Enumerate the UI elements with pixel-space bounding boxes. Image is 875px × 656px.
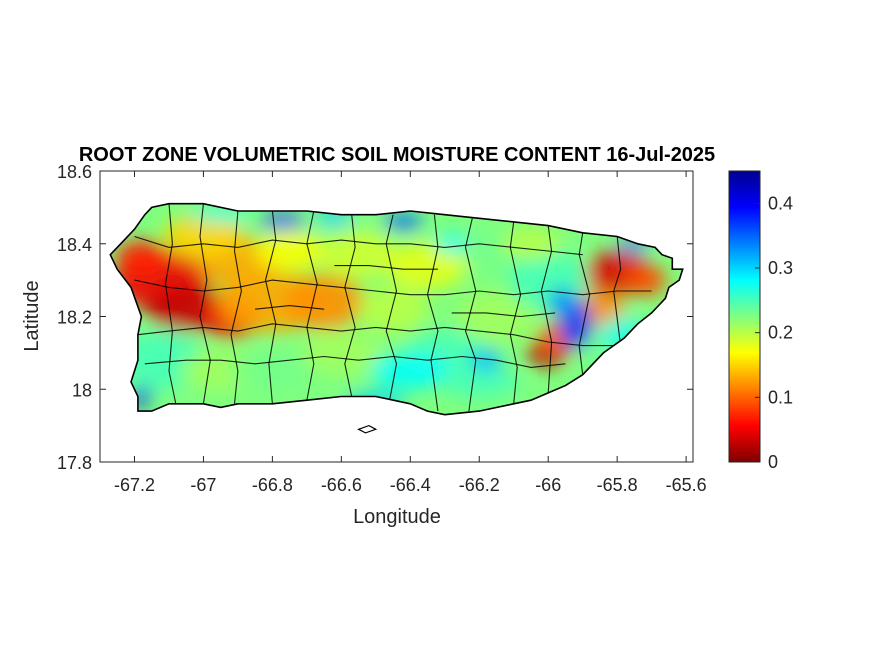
- moisture-patch: [318, 230, 399, 279]
- offshore-islet: [357, 424, 378, 434]
- chart-title: ROOT ZONE VOLUMETRIC SOIL MOISTURE CONTE…: [79, 144, 715, 166]
- x-axis-ticks: -67.2 -67 -66.8 -66.6 -66.4 -66.2 -66 -65.8 -65.…: [114, 171, 707, 495]
- moisture-patch: [370, 353, 451, 390]
- y-axis-ticks: 17.8 18 18.2 18.4 18.6: [57, 162, 693, 473]
- x-tick-label: -66: [535, 475, 561, 495]
- colorbar-tick-label: 0.1: [768, 387, 793, 407]
- y-axis-label: Latitude: [21, 280, 43, 351]
- moisture-patch: [260, 213, 305, 230]
- moisture-patch: [115, 240, 168, 277]
- moisture-heatmap: [110, 203, 683, 415]
- municipal-boundary: [164, 203, 177, 404]
- plot-area: -67.2 -67 -66.8 -66.6 -66.4 -66.2 -66 -65.8 -65.…: [57, 162, 707, 495]
- x-tick-label: -67: [190, 475, 216, 495]
- municipal-boundary: [255, 305, 325, 310]
- moisture-patch: [439, 365, 520, 398]
- y-tick-label: 18.4: [57, 235, 92, 255]
- moisture-patch: [500, 227, 561, 260]
- colorbar: 0 0.1 0.2 0.3 0.4: [728, 170, 793, 472]
- municipal-boundary: [264, 210, 277, 404]
- municipal-boundary: [509, 221, 522, 404]
- colorbar-tick-label: 0: [768, 452, 778, 472]
- municipal-boundary: [199, 203, 211, 404]
- moisture-patch: [254, 231, 325, 272]
- moisture-patch: [470, 348, 503, 373]
- y-tick-label: 18.2: [57, 308, 92, 328]
- moisture-patch: [387, 241, 468, 290]
- municipal-boundaries: [134, 203, 652, 412]
- moisture-patch: [232, 353, 313, 390]
- colorbar-tick-label: 0.2: [768, 323, 793, 343]
- municipal-boundary: [144, 355, 566, 368]
- x-tick-label: -66.8: [252, 475, 293, 495]
- colorbar-ticks: 0 0.1 0.2 0.3 0.4: [755, 193, 793, 472]
- x-tick-label: -65.6: [666, 475, 707, 495]
- municipal-boundary: [230, 210, 242, 404]
- y-tick-label: 18: [72, 380, 92, 400]
- municipal-boundary: [137, 323, 618, 347]
- moisture-patch: [456, 290, 537, 343]
- x-tick-label: -66.2: [459, 475, 500, 495]
- moisture-patch: [622, 264, 667, 297]
- x-tick-label: -67.2: [114, 475, 155, 495]
- municipal-boundary: [385, 214, 398, 401]
- municipal-boundary: [306, 210, 318, 401]
- moisture-patch: [547, 287, 576, 316]
- municipal-boundary: [134, 279, 652, 296]
- municipal-boundary: [540, 225, 553, 393]
- x-tick-label: -66.6: [321, 475, 362, 495]
- colorbar-tick-label: 0.3: [768, 258, 793, 278]
- municipal-boundary: [451, 312, 556, 318]
- municipal-boundary: [334, 265, 438, 270]
- colorbar-gradient: [728, 170, 761, 463]
- y-tick-label: 17.8: [57, 453, 92, 473]
- y-tick-label: 18.6: [57, 162, 92, 182]
- x-tick-label: -65.8: [597, 475, 638, 495]
- x-tick-label: -66.4: [390, 475, 431, 495]
- municipal-boundary: [134, 235, 583, 256]
- moisture-patch: [358, 285, 429, 334]
- municipal-boundary: [613, 236, 622, 346]
- municipal-boundary: [578, 232, 591, 375]
- moisture-patch: [163, 214, 244, 259]
- moisture-patch: [301, 330, 382, 375]
- moisture-patch: [435, 233, 468, 254]
- municipal-boundary: [426, 214, 439, 412]
- x-axis-label: Longitude: [353, 506, 441, 528]
- island-outline: [109, 202, 684, 416]
- moisture-patch: [383, 213, 424, 230]
- colorbar-tick-label: 0.4: [768, 193, 793, 213]
- municipal-boundary: [344, 214, 356, 397]
- municipal-boundary: [464, 218, 477, 412]
